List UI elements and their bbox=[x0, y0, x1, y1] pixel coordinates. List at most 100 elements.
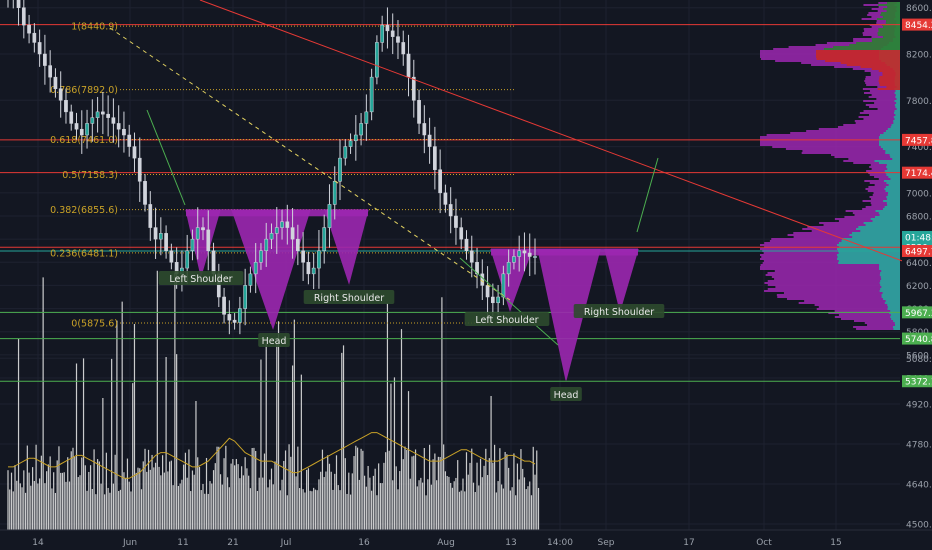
profile-bar bbox=[869, 166, 900, 168]
candle-body bbox=[506, 262, 511, 275]
candle-body bbox=[301, 250, 305, 263]
candle-body bbox=[132, 146, 137, 159]
profile-bar-inner bbox=[879, 266, 900, 268]
price-tag bbox=[902, 332, 932, 345]
profile-bar-inner bbox=[889, 154, 900, 156]
candle-body bbox=[79, 128, 84, 136]
profile-bar bbox=[804, 300, 900, 302]
profile-bar-inner bbox=[893, 328, 900, 330]
candle-body bbox=[195, 227, 200, 240]
candle-body bbox=[490, 296, 495, 304]
profile-bar-top bbox=[879, 82, 900, 84]
profile-bar-top bbox=[882, 8, 900, 10]
candle-body bbox=[527, 252, 532, 257]
candle-body bbox=[111, 117, 116, 124]
profile-bar-inner bbox=[878, 212, 900, 214]
candle-body bbox=[396, 36, 400, 43]
profile-bar bbox=[848, 158, 900, 160]
profile-bar-inner bbox=[882, 208, 900, 210]
time-axis-tick: Oct bbox=[756, 538, 772, 548]
candle-body bbox=[16, 0, 21, 8]
profile-bar-inner bbox=[894, 104, 900, 106]
profile-bar bbox=[838, 314, 900, 316]
candle-body bbox=[322, 227, 327, 251]
dashed-trendline bbox=[109, 27, 511, 301]
candle-body bbox=[21, 7, 26, 26]
profile-bar bbox=[775, 286, 900, 288]
profile-bar-inner bbox=[884, 188, 900, 190]
profile-bar bbox=[828, 312, 900, 314]
profile-bar bbox=[852, 212, 900, 214]
profile-bar-inner bbox=[837, 254, 900, 256]
candle-body bbox=[296, 238, 300, 251]
profile-bar bbox=[869, 114, 900, 116]
candle-body bbox=[359, 123, 363, 136]
profile-bar-inner bbox=[874, 160, 900, 162]
profile-bar bbox=[816, 308, 900, 310]
profile-bar-inner bbox=[890, 310, 900, 312]
profile-bar bbox=[819, 222, 900, 224]
time-axis-tick: Jun bbox=[122, 538, 137, 548]
profile-bar bbox=[771, 276, 900, 278]
profile-bar-inner bbox=[887, 308, 900, 310]
price-axis-tick: 7400.0 bbox=[906, 143, 932, 153]
price-tag bbox=[902, 133, 932, 146]
profile-bar-inner bbox=[865, 224, 900, 226]
profile-bar-top bbox=[879, 76, 900, 78]
profile-bar-top bbox=[886, 86, 900, 88]
profile-bar-inner bbox=[879, 142, 900, 144]
profile-bar-inner bbox=[837, 244, 900, 246]
profile-bar-inner bbox=[885, 300, 900, 302]
profile-bar bbox=[760, 248, 900, 250]
candle-body bbox=[53, 76, 58, 89]
pattern-label: Right Shoulder bbox=[584, 307, 654, 318]
profile-bar-top bbox=[871, 68, 900, 70]
profile-bar bbox=[877, 108, 900, 110]
profile-bar-inner bbox=[894, 100, 900, 102]
countdown-label: 01:48:09 bbox=[905, 233, 932, 243]
profile-bar bbox=[869, 174, 900, 176]
profile-bar-inner bbox=[883, 200, 900, 202]
price-axis[interactable]: 8600.08200.07800.07400.07000.06800.06600… bbox=[902, 0, 932, 550]
candle-body bbox=[153, 227, 158, 240]
profile-bar-inner bbox=[879, 140, 900, 142]
candle-body bbox=[158, 233, 163, 240]
candle-body bbox=[116, 123, 121, 130]
profile-bar bbox=[802, 228, 900, 230]
profile-bar bbox=[767, 288, 900, 290]
candle-body bbox=[306, 262, 311, 275]
profile-bar bbox=[864, 180, 900, 182]
profile-bar-inner bbox=[880, 146, 900, 148]
profile-bar-top bbox=[878, 28, 900, 30]
profile-bar-inner bbox=[880, 284, 900, 286]
candle-body bbox=[517, 250, 522, 257]
profile-bar-inner bbox=[880, 288, 900, 290]
profile-bar-inner bbox=[837, 256, 900, 258]
profile-bar-inner bbox=[886, 202, 900, 204]
profile-bar-inner bbox=[841, 240, 900, 242]
pattern-label: Head bbox=[262, 336, 287, 347]
candle-body bbox=[364, 111, 369, 124]
profile-bar bbox=[766, 134, 900, 136]
profile-bar-inner bbox=[879, 136, 900, 138]
profile-bar bbox=[811, 230, 900, 232]
profile-bar bbox=[872, 194, 900, 196]
profile-bar bbox=[763, 260, 900, 262]
time-axis[interactable]: 14 Jun 11 21 Jul 16 Aug 13 14:00 Sep 17 Oct 15 bbox=[0, 529, 932, 550]
candle-body bbox=[448, 204, 453, 217]
profile-bar bbox=[871, 168, 900, 170]
profile-bar-inner bbox=[895, 96, 900, 98]
profile-bar bbox=[876, 98, 900, 100]
profile-bar-inner bbox=[885, 186, 900, 188]
price-tag-label: 5967.3 bbox=[905, 309, 932, 319]
profile-bar-inner bbox=[886, 182, 900, 184]
candle-body bbox=[243, 285, 248, 309]
candle-body bbox=[211, 250, 216, 275]
candle-body bbox=[417, 100, 421, 124]
profile-bar-inner bbox=[842, 238, 900, 240]
profile-bar bbox=[777, 296, 900, 298]
candle-body bbox=[443, 192, 448, 205]
profile-bar-top bbox=[840, 62, 900, 64]
profile-bar bbox=[865, 188, 900, 190]
